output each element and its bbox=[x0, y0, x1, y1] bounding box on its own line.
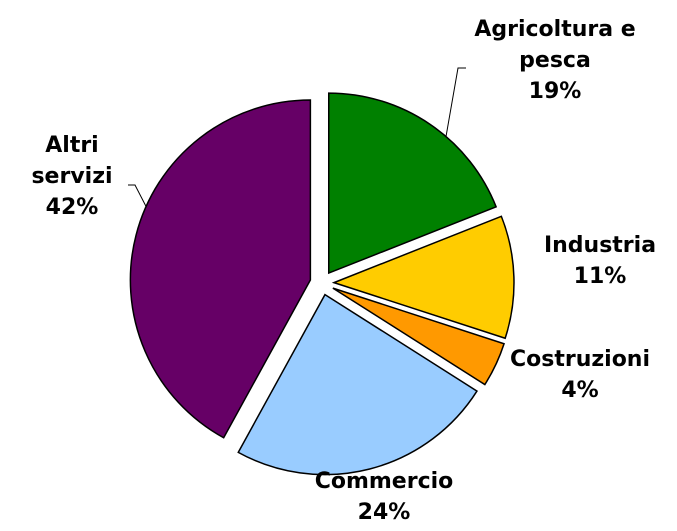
slice-label: Industria 11% bbox=[520, 230, 677, 292]
slice-label: Costruzioni 4% bbox=[490, 344, 670, 406]
pie-slice bbox=[332, 287, 505, 386]
category-label: Industria bbox=[543, 233, 657, 258]
slice-label: Altri servizi 42% bbox=[2, 130, 142, 223]
category-label: Agricoltura e pesca bbox=[474, 17, 636, 73]
category-label: Costruzioni bbox=[509, 347, 651, 372]
pie-slice bbox=[327, 92, 498, 275]
pie-slice bbox=[237, 293, 478, 476]
category-label: Commercio bbox=[314, 469, 454, 494]
value-label: 19% bbox=[528, 79, 582, 104]
value-label: 24% bbox=[357, 500, 411, 525]
value-label: 42% bbox=[45, 195, 99, 220]
pie-slice bbox=[331, 215, 515, 340]
value-label: 4% bbox=[561, 378, 599, 403]
category-label: Altri servizi bbox=[31, 133, 113, 189]
value-label: 11% bbox=[573, 264, 627, 289]
slice-label: Commercio 24% bbox=[284, 466, 484, 528]
pie-slice bbox=[129, 99, 312, 439]
slice-label: Agricoltura e pesca 19% bbox=[455, 14, 655, 107]
